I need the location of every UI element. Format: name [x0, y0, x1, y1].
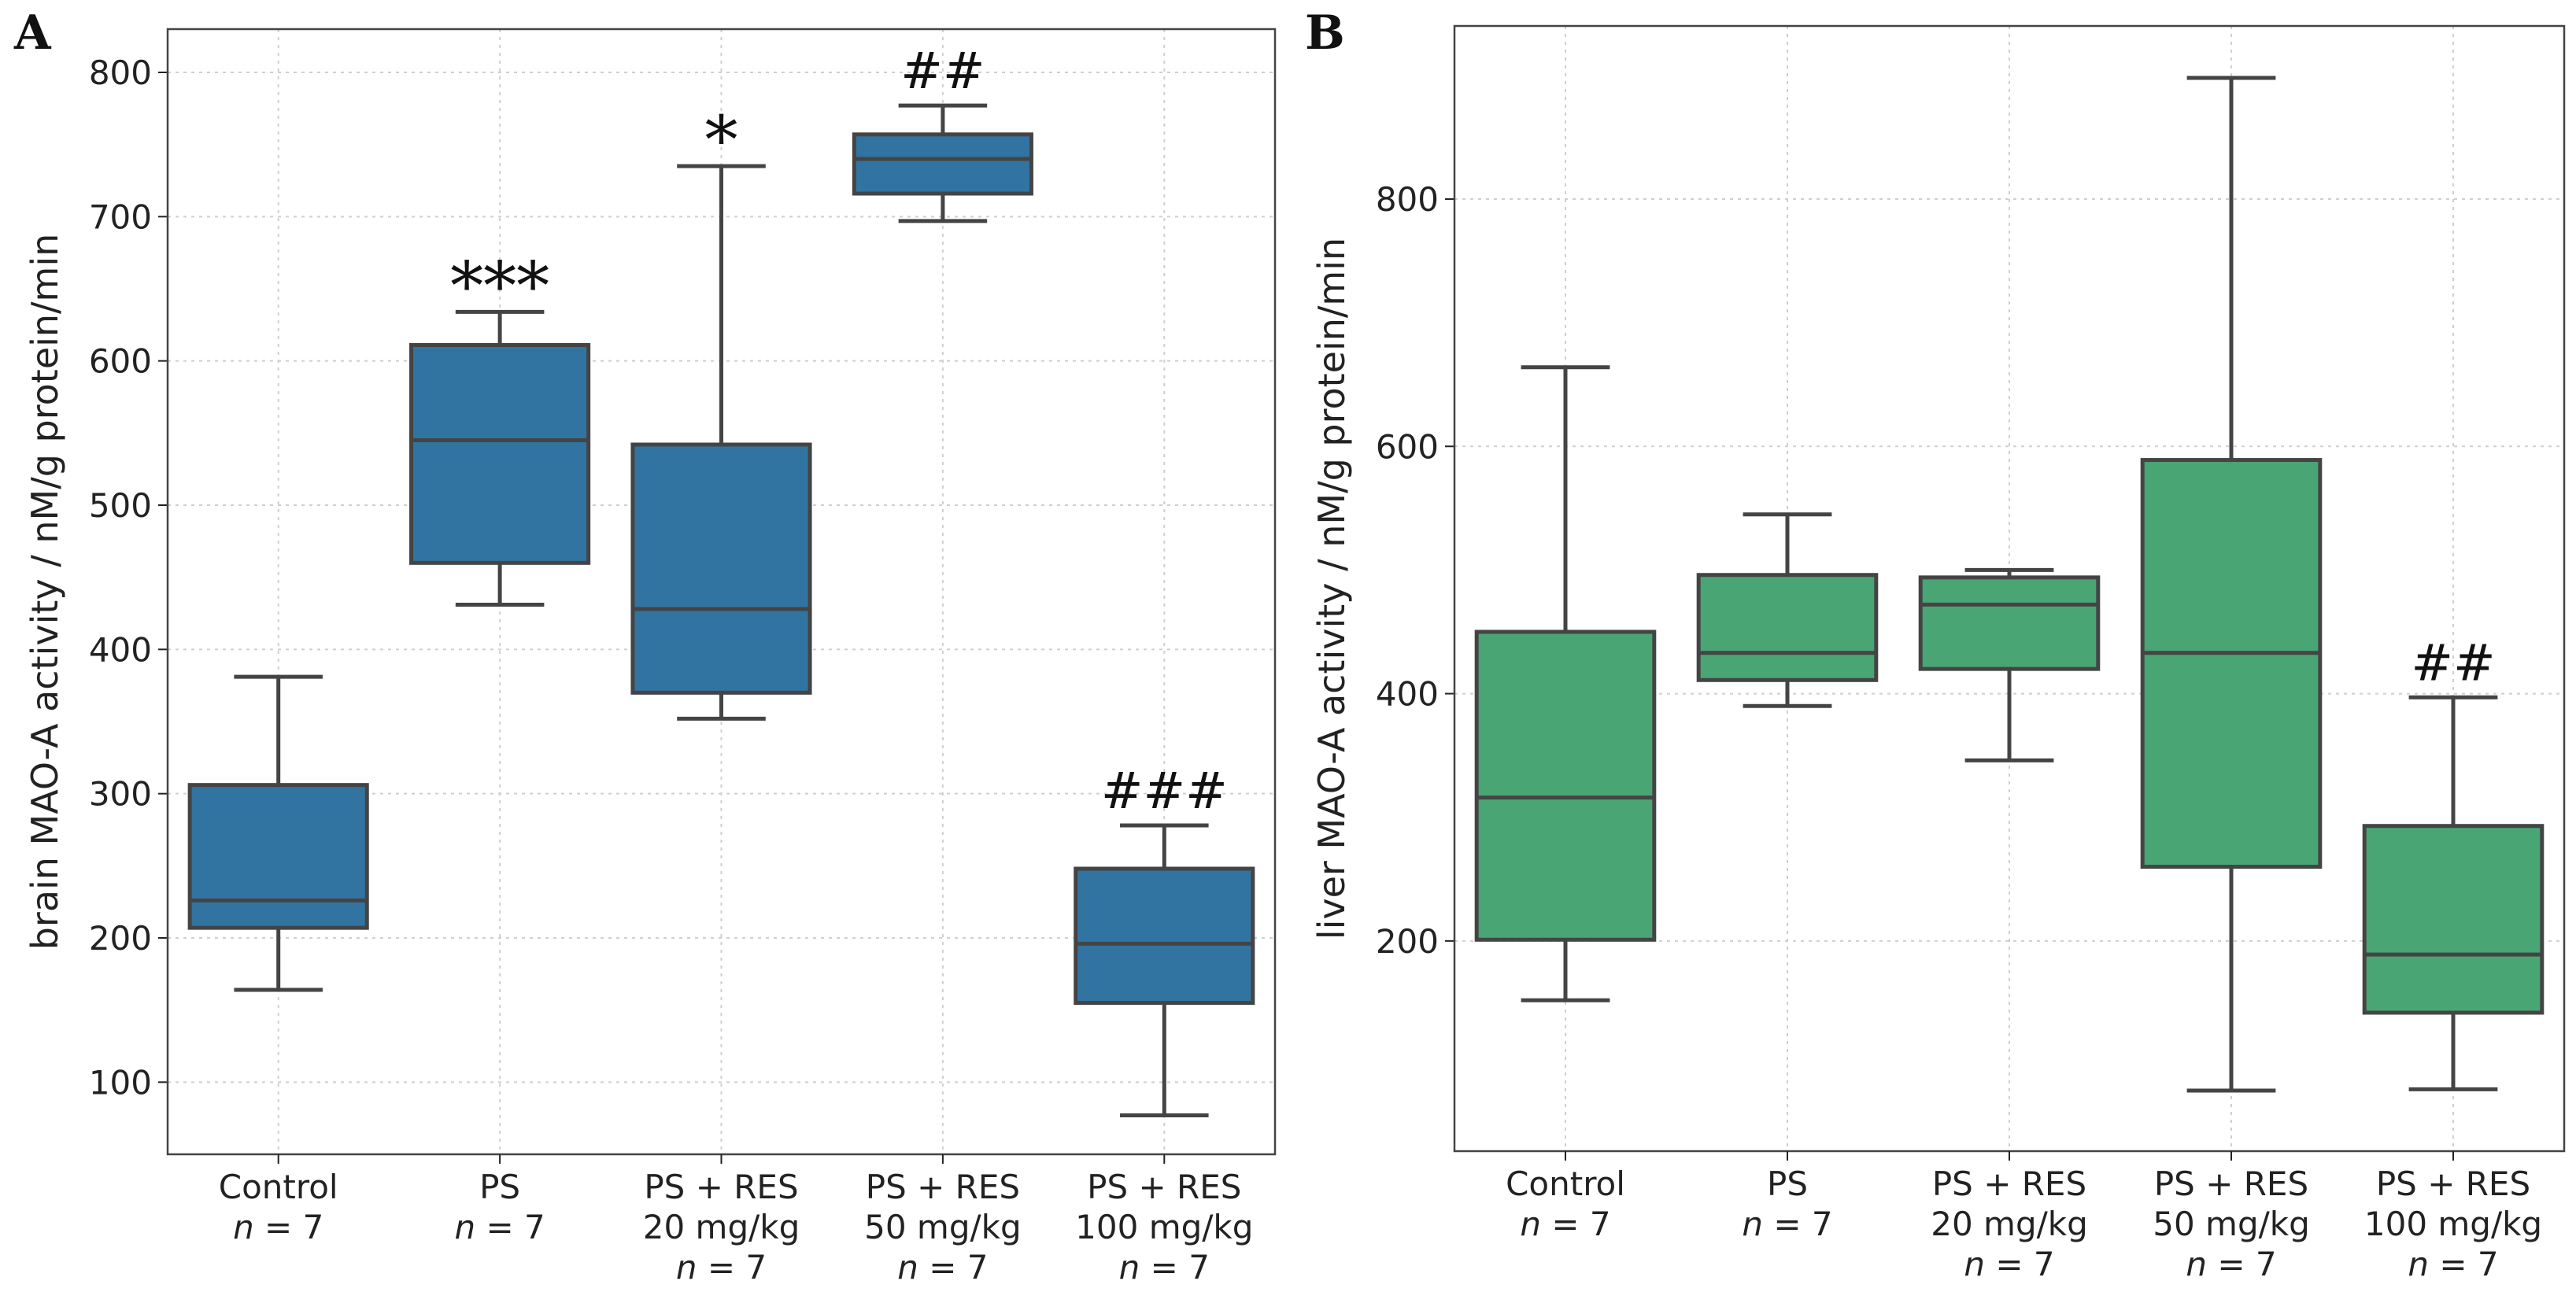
significance-annotation: ##	[2411, 634, 2495, 692]
significance-annotation: ###	[1101, 762, 1228, 821]
box-iqr	[1918, 575, 2101, 671]
y-tick-label: 600	[89, 342, 152, 381]
box-iqr	[187, 783, 369, 930]
panel-a-chart: A 100 200 300 400 500 600 700 800 brain MAO-A act…	[13, 6, 1277, 1286]
y-tick-label: 800	[1376, 180, 1439, 219]
y-axis-title: brain MAO-A activity / nM/g protein/min	[24, 234, 66, 951]
y-tick-label: 400	[1376, 675, 1439, 714]
category-label: PS n = 7	[1742, 1165, 1832, 1243]
box-iqr	[2140, 458, 2323, 869]
box-group	[1696, 512, 1879, 708]
box-group	[1918, 567, 2101, 762]
category-label: Control n = 7	[1506, 1165, 1625, 1243]
y-tick-label: 400	[89, 630, 152, 669]
box-iqr	[1696, 573, 1879, 682]
box-group	[1074, 823, 1255, 1117]
panel-b-chart: B 200 400 600 800 liver MAO-A activity / nM/g…	[1305, 6, 2566, 1283]
y-tick-label: 200	[1376, 922, 1439, 961]
box-group	[1474, 365, 1657, 1002]
y-tick-label: 500	[89, 486, 152, 525]
significance-annotation: ##	[900, 42, 985, 101]
significance-annotation: *	[705, 102, 738, 179]
category-label: Control n = 7	[219, 1168, 338, 1246]
box-group	[852, 103, 1033, 223]
y-tick-label: 600	[1376, 427, 1439, 466]
panel-letter: B	[1305, 6, 1345, 61]
box-group	[2362, 695, 2545, 1091]
box-iqr	[630, 442, 812, 695]
y-tick-label: 700	[89, 197, 152, 236]
y-tick-label: 300	[89, 775, 152, 814]
box-iqr	[2362, 824, 2545, 1015]
panel-letter: A	[13, 6, 52, 61]
y-tick-label: 200	[89, 919, 152, 958]
box-iqr	[1474, 629, 1657, 942]
y-tick-label: 800	[89, 54, 152, 92]
box-group	[409, 309, 591, 607]
box-group	[187, 674, 369, 992]
y-axis-title: liver MAO-A activity / nM/g protein/min	[1310, 238, 1353, 939]
box-group	[630, 164, 812, 721]
category-label: PS + RES 20 mg/kg n = 7	[1931, 1165, 2088, 1283]
significance-annotation: ***	[450, 247, 549, 324]
category-label: PS + RES 20 mg/kg n = 7	[643, 1168, 800, 1286]
category-label: PS + RES 50 mg/kg n = 7	[2153, 1165, 2310, 1283]
box-iqr	[409, 343, 591, 565]
category-label: PS + RES 50 mg/kg n = 7	[864, 1168, 1022, 1286]
y-tick-label: 100	[89, 1063, 152, 1102]
box-group	[2140, 76, 2323, 1093]
box-iqr	[1074, 866, 1255, 1005]
box-iqr	[852, 132, 1033, 196]
category-label: PS + RES 100 mg/kg n = 7	[1075, 1168, 1253, 1286]
category-label: PS + RES 100 mg/kg n = 7	[2364, 1165, 2542, 1283]
category-label: PS n = 7	[454, 1168, 545, 1246]
